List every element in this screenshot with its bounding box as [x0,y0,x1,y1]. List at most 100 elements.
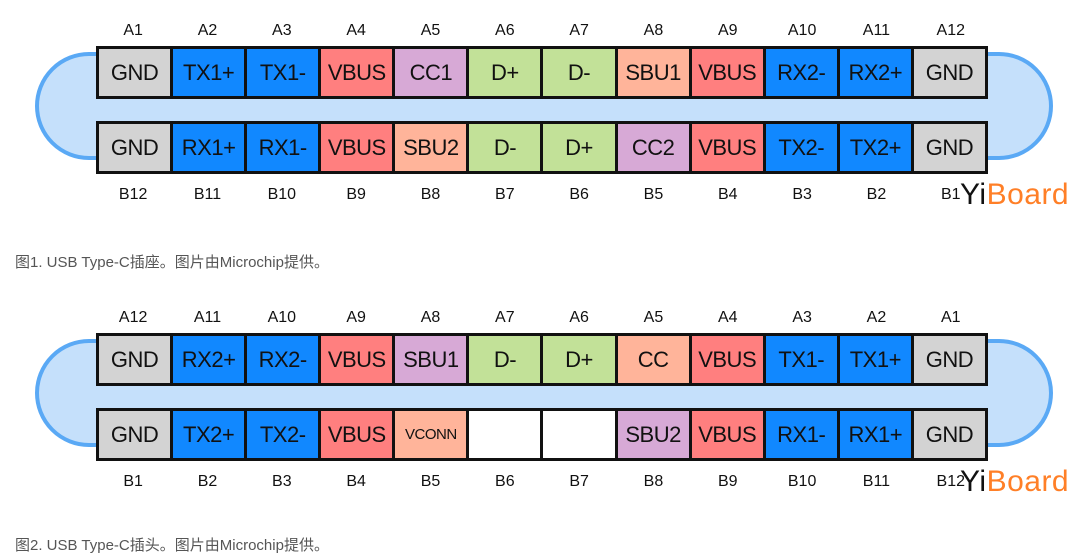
pin-label: A5 [420,22,441,39]
pin-label: B8 [643,473,664,490]
pin-label: A11 [193,309,222,326]
pin-cell: GND [913,336,985,383]
pin-label: A12 [936,22,965,39]
pin-cell: RX1- [765,411,837,458]
pin-cell: SBU2 [395,124,467,171]
pin-cell: GND [913,124,985,171]
pin-label: A6 [569,309,589,326]
pin-cell: VBUS [321,124,393,171]
pin-cell: SBU2 [617,411,689,458]
pin-cell: D+ [543,124,615,171]
pin-cell: GND [913,411,985,458]
pin-cell: SBU1 [617,49,689,96]
yiboard-logo: YiBoard [960,465,1069,499]
pin-cell: VBUS [691,336,763,383]
pin-label: A8 [420,309,441,326]
pin-label: A4 [346,22,366,39]
pin-cell: D+ [543,336,615,383]
pin-label: B10 [787,473,817,490]
pin-cell: D- [469,336,541,383]
pin-cell: GND [913,49,985,96]
pin-cell [469,411,541,458]
pin-cell: D- [469,124,541,171]
pin-label: A2 [866,309,887,326]
logo-name: Board [986,178,1070,211]
pin-cell: GND [99,49,171,96]
pin-label: A10 [787,22,817,39]
logo-name: Board [986,465,1070,498]
pin-label: A3 [272,22,292,39]
pin-label: A9 [718,22,738,39]
pin-label: A1 [940,309,961,326]
pin-label: B9 [346,186,366,203]
pin-cell: CC [617,336,689,383]
pin-label: B7 [569,473,589,490]
pin-cell: CC1 [395,49,467,96]
pin-label: A11 [862,22,891,39]
pin-label: B4 [718,186,738,203]
pin-label: A2 [197,22,218,39]
pin-label: B12 [936,473,965,490]
pin-cell: RX2- [765,49,837,96]
pin-label: B6 [569,186,589,203]
pin-cell: TX1- [765,336,837,383]
pin-cell: TX1- [247,49,319,96]
logo-prefix: Yi [960,178,987,211]
pin-label: B6 [495,473,515,490]
pin-cell: VBUS [321,411,393,458]
pin-cell: TX1+ [839,336,911,383]
pin-cell [543,411,615,458]
top-pin-labels: A12 A11 A10 A9 A8 A7 A6 A5 A4 A3 A2 A1 [96,309,988,327]
pin-cell: VBUS [691,49,763,96]
figure-caption: 图2. USB Type-C插头。图片由Microchip提供。 [15,537,329,554]
pin-label: A7 [495,309,515,326]
pin-label: B3 [272,473,292,490]
pin-cell: GND [99,411,171,458]
pin-cell: TX2- [247,411,319,458]
pin-label: B2 [866,186,887,203]
top-pin-row: GND TX1+ TX1- VBUS CC1 D+ D- SBU1 VBUS RX2- RX2+ GN… [96,46,988,99]
pin-cell: RX2- [247,336,319,383]
pin-cell: VBUS [691,411,763,458]
pin-label: A7 [569,22,589,39]
pin-label: B11 [862,473,891,490]
bottom-pin-row: GND RX1+ RX1- VBUS SBU2 D- D+ CC2 VBUS TX2- TX2+ GN… [96,121,988,174]
logo-prefix: Yi [960,465,987,498]
pin-cell: VBUS [321,49,393,96]
pin-label: A5 [643,309,664,326]
top-pin-row: GND RX2+ RX2- VBUS SBU1 D- D+ CC VBUS TX1- TX1+ GND [96,333,988,386]
pin-label: B1 [123,473,143,490]
pin-label: A8 [643,22,664,39]
pin-label: A4 [718,309,738,326]
bottom-pin-labels: B12 B11 B10 B9 B8 B7 B6 B5 B4 B3 B2 B1 [96,186,988,204]
pin-cell: CC2 [617,124,689,171]
pin-label: B5 [420,473,441,490]
pin-cell: GND [99,124,171,171]
pin-cell: RX2+ [839,49,911,96]
pin-cell: D+ [469,49,541,96]
pin-cell: VBUS [321,336,393,383]
pin-label: B9 [718,473,738,490]
pin-label: A10 [267,309,297,326]
pin-cell: TX2+ [173,411,245,458]
top-pin-labels: A1 A2 A3 A4 A5 A6 A7 A8 A9 A10 A11 A12 [96,22,988,40]
pin-label: B1 [940,186,961,203]
pin-label: A9 [346,309,366,326]
pin-label: B2 [197,473,218,490]
pin-label: A3 [792,309,812,326]
pin-label: B7 [495,186,515,203]
pin-label: B3 [792,186,812,203]
bottom-pin-row: GND TX2+ TX2- VBUS VCONN SBU2 VBUS RX1- RX1+ GND [96,408,988,461]
pin-cell: RX1+ [839,411,911,458]
pin-cell: VCONN [395,411,467,458]
yiboard-logo: YiBoard [960,178,1069,212]
figure-caption: 图1. USB Type-C插座。图片由Microchip提供。 [15,254,329,271]
pin-label: B11 [193,186,222,203]
pin-cell: TX1+ [173,49,245,96]
pin-label: A6 [495,22,515,39]
pin-cell: D- [543,49,615,96]
pin-label: A1 [123,22,143,39]
pin-cell: RX1+ [173,124,245,171]
pin-label: B5 [643,186,664,203]
pin-cell: VBUS [691,124,763,171]
